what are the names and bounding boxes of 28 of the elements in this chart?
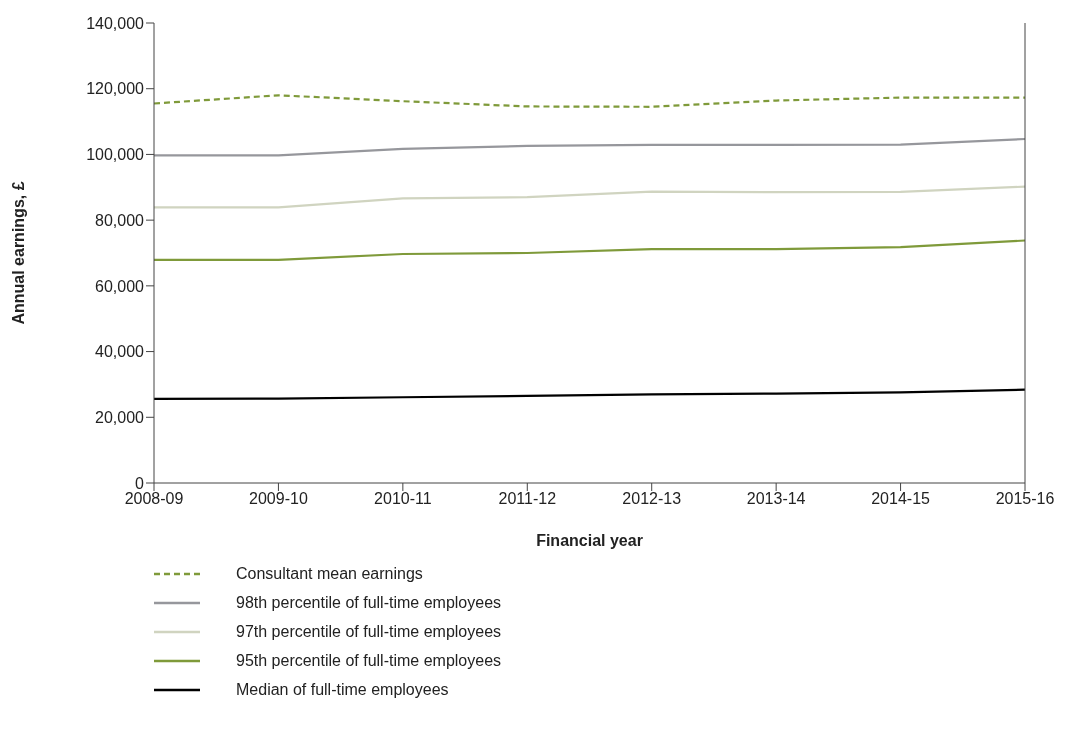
x-tick-label: 2011-12 xyxy=(498,490,557,508)
y-tick-label: 40,000 xyxy=(95,343,145,361)
x-tick-label: 2009-10 xyxy=(249,490,308,508)
y-tick-label: 120,000 xyxy=(86,80,145,98)
y-tick-label: 20,000 xyxy=(95,408,145,426)
y-axis-title: Annual earnings, £ xyxy=(9,181,27,325)
legend-label: Consultant mean earnings xyxy=(236,564,423,583)
legend-label: 97th percentile of full-time employees xyxy=(236,622,502,641)
y-tick-label: 80,000 xyxy=(95,211,145,229)
y-tick-label: 100,000 xyxy=(86,146,145,164)
legend-label: Median of full-time employees xyxy=(236,680,449,699)
x-tick-label: 2008-09 xyxy=(124,490,184,508)
line-series xyxy=(152,239,1027,261)
line-series xyxy=(152,388,1027,400)
x-tick-label: 2010-11 xyxy=(374,490,432,508)
line-series xyxy=(152,94,1027,108)
y-tick-label: 60,000 xyxy=(95,277,145,295)
line-series xyxy=(152,185,1027,209)
y-tick-label: 140,000 xyxy=(86,14,145,32)
x-tick-label: 2015-16 xyxy=(995,490,1055,508)
x-axis-title: Financial year xyxy=(536,532,643,549)
x-tick-label: 2014-15 xyxy=(871,490,931,508)
y-tick-label: 0 xyxy=(135,474,145,492)
legend-label: 98th percentile of full-time employees xyxy=(236,593,502,612)
x-tick-label: 2012-13 xyxy=(622,490,682,508)
legend-label: 95th percentile of full-time employees xyxy=(236,651,502,670)
line-series xyxy=(152,137,1027,157)
x-tick-label: 2013-14 xyxy=(746,490,806,508)
